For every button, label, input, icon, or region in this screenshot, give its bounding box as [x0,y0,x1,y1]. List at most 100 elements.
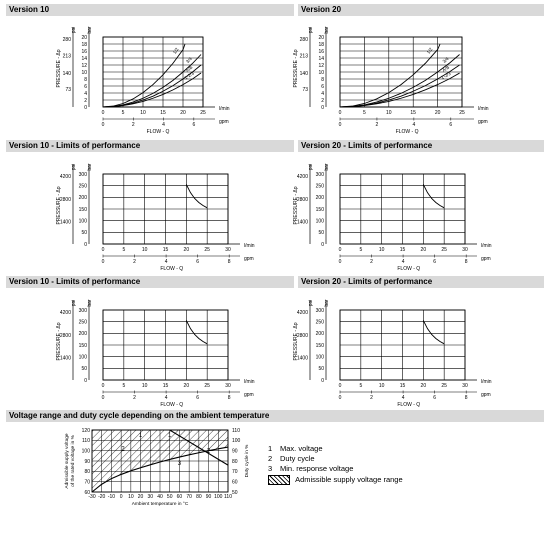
voltage-curve-label-3: 3 [178,461,182,467]
chart2-gpm-tick-2: 4 [412,122,415,128]
chart2-ylabel: PRESSURE - Δp [293,49,299,87]
chart1-ylabel: PRESSURE - Δp [56,49,62,87]
chart5-x-tick-4: 20 [184,383,190,389]
chart4-psi-tick-1: 2800 [297,197,308,203]
header-version10-limits-1: Version 10 - Limits of performance [6,140,294,152]
chart4-gpm-tick-4: 8 [465,259,468,265]
voltage-y2-tick-4: 90 [232,448,238,454]
chart2-x-tick-1: 5 [363,110,366,116]
chart3-x-tick-6: 30 [225,247,231,253]
chart5-gpm-tick-3: 6 [196,395,199,401]
chart6-x-tick-4: 20 [421,383,427,389]
voltage-x-tick-7: 40 [157,494,163,500]
chart4-y-tick-5: 250 [316,183,325,189]
chart6-x-tick-5: 25 [441,383,447,389]
chart6-psi-tick-0: 1400 [297,355,308,361]
chart4-unit-lmin: l/min [481,243,492,249]
chart2-x-tick-5: 25 [459,110,465,116]
voltage-x-tick-2: -10 [108,494,115,500]
chart1-series-label-2: A/B [185,65,194,73]
hatch-swatch [268,475,290,486]
chart1-gpm-tick-1: 2 [132,122,135,128]
chart6-unit-bar: bar [324,299,330,307]
chart4-y-tick-2: 100 [316,218,325,224]
chart2-series-3 [339,72,460,108]
chart3-unit-gpm: gpm [244,256,254,262]
voltage-y-tick-1: 70 [84,479,90,485]
chart4-ylabel: PRESSURE - Δp [293,186,299,224]
legend-item-min-response-voltage: 3 Min. response voltage [268,464,354,473]
chart3-x-tick-5: 25 [204,247,210,253]
chart4-y-tick-4: 200 [316,195,325,201]
voltage-y-tick-6: 120 [82,428,91,434]
chart6-gpm-tick-0: 0 [339,395,342,401]
voltage-x-tick-6: 30 [148,494,154,500]
chart1-x-tick-5: 25 [200,110,206,116]
chart5-series-0 [185,320,208,345]
chart1-xlabel: FLOW - Q [147,129,170,135]
chart3-gpm-tick-0: 0 [102,259,105,265]
voltage-series-2 [92,429,229,466]
chart2-series-label-2: A/B [441,65,450,73]
chart5-y-tick-6: 300 [79,308,88,314]
voltage-y-tick-5: 110 [82,438,90,444]
chart6-x-tick-6: 30 [462,383,468,389]
voltage-y2-tick-3: 80 [232,459,238,465]
voltage-x-tick-8: 50 [167,494,173,500]
chart4-psi-tick-2: 4200 [297,174,308,180]
chart1-y-tick-8: 16 [81,49,87,55]
chart2-series-label-3: 1-2/3 [440,71,452,80]
chart5-y-tick-3: 150 [79,343,88,349]
chart2-gpm-tick-3: 6 [449,122,452,128]
chart3-gpm-tick-1: 2 [133,259,136,265]
legend-item-duty-cycle: 2 Duty cycle [268,454,315,463]
chart3-y-tick-6: 300 [79,172,88,178]
chart2-y-tick-5: 10 [318,70,324,76]
chart6-y-tick-0: 0 [321,378,324,384]
chart4-x-tick-6: 30 [462,247,468,253]
chart2-unit-lmin: l/min [478,106,489,112]
chart2-gpm-tick-1: 2 [376,122,379,128]
chart2-xlabel: FLOW - Q [396,129,419,135]
chart6-unit-psi: psi [308,300,314,306]
chart5-x-tick-6: 30 [225,383,231,389]
chart6-psi-tick-2: 4200 [297,310,308,316]
chart6-ylabel: PRESSURE - Δp [293,322,299,360]
voltage-y2label: Duty cycle in % [244,444,250,478]
chart4-y-tick-3: 150 [316,207,325,213]
chart5-y-tick-4: 200 [79,331,88,337]
header-version10-limits-2: Version 10 - Limits of performance [6,276,294,288]
chart5-x-tick-3: 15 [163,383,169,389]
chart5-x-tick-5: 25 [204,383,210,389]
chart4-x-tick-2: 10 [379,247,385,253]
chart3-xlabel: FLOW - Q [160,266,183,272]
chart2-series-0 [339,43,441,108]
chart2-y-tick-7: 14 [318,56,324,62]
chart2-y-tick-1: 2 [321,98,324,104]
chart2-y-tick-3: 6 [321,84,324,90]
chart1-psi-tick-3: 280 [63,37,72,43]
voltage-y-tick-0: 60 [84,490,90,496]
chart3-gpm-tick-4: 8 [228,259,231,265]
chart5-unit-gpm: gpm [244,392,254,398]
chart5-gpm-tick-1: 2 [133,395,136,401]
chart6-y-tick-3: 150 [316,343,325,349]
voltage-x-tick-3: 0 [120,494,123,500]
chart3-series-0 [185,184,208,209]
voltage-legend: 1 Max. voltage 2 Duty cycle 3 Min. response… [268,444,403,486]
voltage-curve-label-4: 2 [207,449,211,455]
chart4-gpm-tick-1: 2 [370,259,373,265]
voltage-ylabel-line2: of the rated voltage in % [70,434,76,486]
chart1-unit-psi: psi [71,27,77,33]
chart3-gpm-tick-3: 6 [196,259,199,265]
chart5-y-tick-0: 0 [84,378,87,384]
chart2-series-1 [339,54,460,108]
chart4-x-tick-0: 0 [339,247,342,253]
voltage-series-3 [91,446,229,493]
chart1-y-tick-7: 14 [81,56,87,62]
voltage-x-tick-12: 90 [206,494,212,500]
chart1-y-tick-9: 18 [81,42,87,48]
chart5-unit-bar: bar [87,299,93,307]
chart2-gpm-tick-0: 0 [339,122,342,128]
